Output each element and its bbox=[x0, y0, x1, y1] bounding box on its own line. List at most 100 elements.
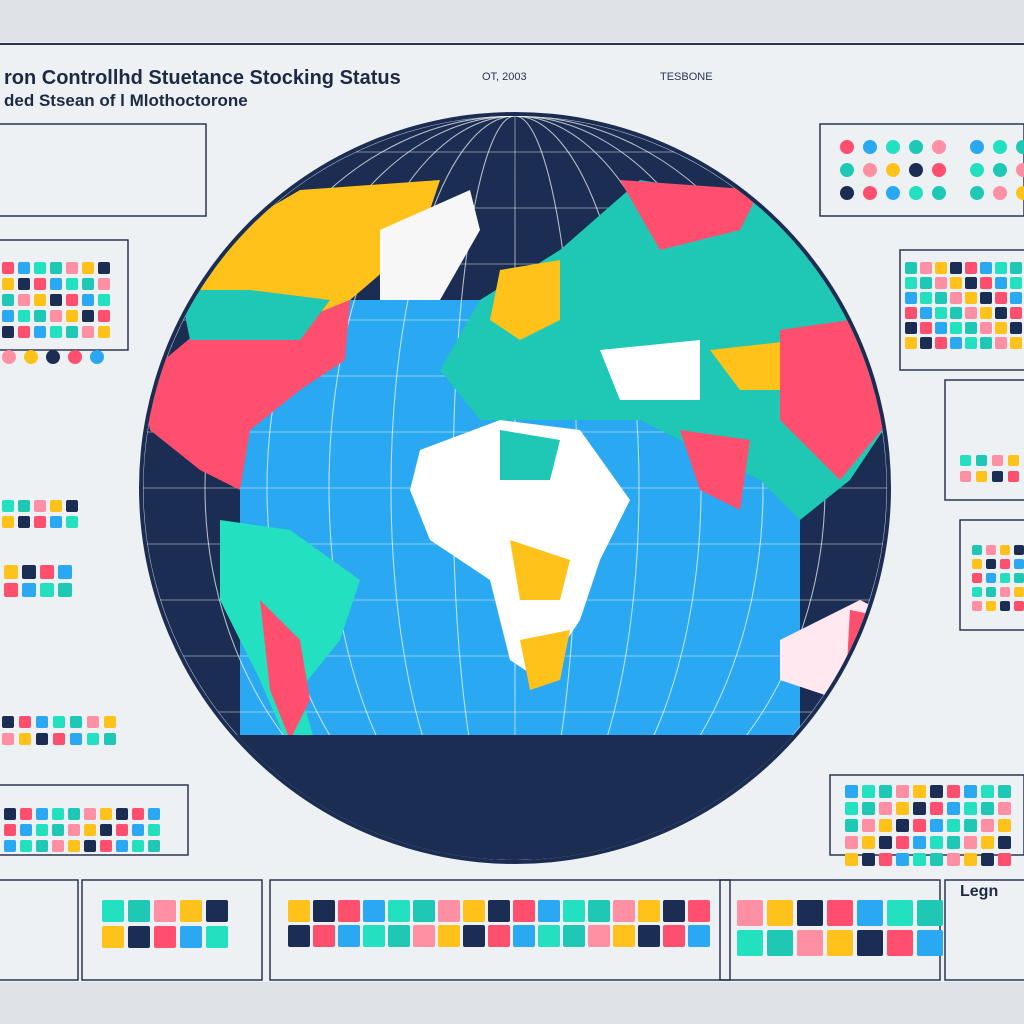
swatch bbox=[981, 802, 994, 815]
swatch bbox=[845, 802, 858, 815]
swatch bbox=[4, 840, 16, 852]
swatch bbox=[995, 337, 1007, 349]
swatch bbox=[52, 840, 64, 852]
swatch bbox=[863, 186, 877, 200]
swatch bbox=[24, 350, 38, 364]
panels bbox=[0, 123, 1024, 981]
swatch bbox=[58, 583, 72, 597]
swatch bbox=[128, 926, 150, 948]
swatch bbox=[998, 853, 1011, 866]
swatch bbox=[932, 140, 946, 154]
swatch bbox=[909, 140, 923, 154]
swatch bbox=[132, 840, 144, 852]
swatch bbox=[34, 326, 46, 338]
globe bbox=[143, 116, 887, 860]
swatch bbox=[993, 140, 1007, 154]
swatch bbox=[288, 900, 310, 922]
swatch bbox=[18, 326, 30, 338]
swatch bbox=[613, 925, 635, 947]
swatch bbox=[363, 900, 385, 922]
swatch bbox=[972, 559, 982, 569]
swatch bbox=[613, 900, 635, 922]
swatch bbox=[965, 292, 977, 304]
swatch bbox=[98, 262, 110, 274]
swatch bbox=[980, 292, 992, 304]
swatch bbox=[896, 836, 909, 849]
swatch bbox=[50, 500, 62, 512]
land-north bbox=[180, 290, 330, 340]
swatch bbox=[964, 819, 977, 832]
swatch bbox=[148, 840, 160, 852]
swatch bbox=[688, 925, 710, 947]
swatch bbox=[52, 808, 64, 820]
swatch bbox=[976, 471, 987, 482]
land-scandinavia bbox=[490, 260, 560, 340]
swatch bbox=[905, 322, 917, 334]
swatch bbox=[413, 925, 435, 947]
land-greenland bbox=[380, 190, 480, 300]
swatch bbox=[986, 545, 996, 555]
swatch bbox=[960, 455, 971, 466]
swatch bbox=[840, 140, 854, 154]
swatch bbox=[18, 262, 30, 274]
swatch bbox=[935, 262, 947, 274]
swatch bbox=[1000, 573, 1010, 583]
swatch bbox=[588, 900, 610, 922]
swatch bbox=[46, 350, 60, 364]
swatch bbox=[513, 925, 535, 947]
swatch bbox=[995, 307, 1007, 319]
swatch bbox=[82, 262, 94, 274]
swatches bbox=[2, 140, 1024, 956]
swatch bbox=[34, 516, 46, 528]
swatch bbox=[82, 310, 94, 322]
swatch bbox=[930, 853, 943, 866]
swatch bbox=[1014, 545, 1024, 555]
swatch bbox=[905, 337, 917, 349]
swatch bbox=[862, 836, 875, 849]
swatch bbox=[116, 808, 128, 820]
swatch bbox=[338, 925, 360, 947]
swatch bbox=[50, 294, 62, 306]
swatch bbox=[1014, 559, 1024, 569]
swatch bbox=[845, 836, 858, 849]
swatch bbox=[797, 930, 823, 956]
swatch bbox=[932, 186, 946, 200]
swatch bbox=[905, 277, 917, 289]
swatch bbox=[87, 733, 99, 745]
swatch bbox=[986, 573, 996, 583]
swatch bbox=[66, 516, 78, 528]
swatch bbox=[1010, 292, 1022, 304]
swatch bbox=[862, 785, 875, 798]
swatch bbox=[4, 583, 18, 597]
swatch bbox=[513, 900, 535, 922]
swatch bbox=[36, 808, 48, 820]
swatch bbox=[66, 326, 78, 338]
swatch bbox=[932, 163, 946, 177]
swatch bbox=[36, 733, 48, 745]
swatch bbox=[488, 925, 510, 947]
swatch bbox=[132, 824, 144, 836]
swatch bbox=[68, 350, 82, 364]
swatch bbox=[964, 785, 977, 798]
swatch bbox=[68, 840, 80, 852]
swatch bbox=[986, 587, 996, 597]
swatch bbox=[950, 322, 962, 334]
title: ron Controllhd Stuetance Stocking Status bbox=[4, 67, 401, 89]
swatch bbox=[116, 824, 128, 836]
swatch bbox=[886, 163, 900, 177]
swatch bbox=[827, 900, 853, 926]
legend-title: Legn bbox=[960, 883, 998, 900]
swatch bbox=[935, 322, 947, 334]
swatch bbox=[563, 925, 585, 947]
swatch bbox=[950, 337, 962, 349]
tag: TESBONE bbox=[660, 71, 713, 83]
swatch bbox=[2, 310, 14, 322]
swatch bbox=[950, 292, 962, 304]
swatch bbox=[998, 785, 1011, 798]
swatch bbox=[98, 310, 110, 322]
swatch bbox=[36, 716, 48, 728]
meridian bbox=[390, 116, 640, 860]
swatch bbox=[18, 278, 30, 290]
swatch bbox=[947, 853, 960, 866]
